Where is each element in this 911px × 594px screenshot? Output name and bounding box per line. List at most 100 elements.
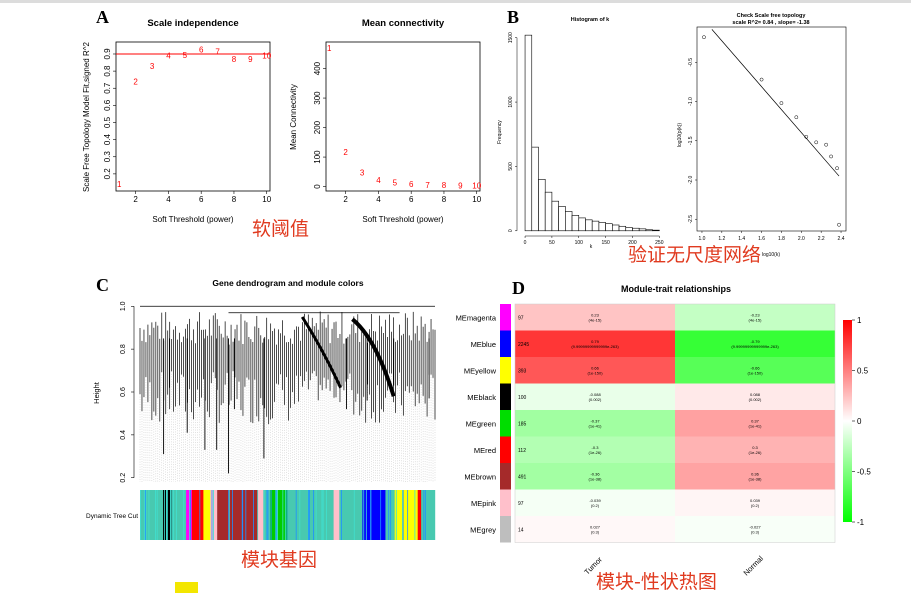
- gene-dendrogram-module-stripe: [315, 490, 317, 540]
- gene-dendrogram-module-stripe: [164, 490, 165, 540]
- mean-connectivity-xtick-label: 8: [442, 195, 447, 204]
- histogram-k-ylabel: Frequency: [497, 120, 503, 144]
- gene-dendrogram-module-stripe: [325, 490, 327, 540]
- module-trait-cell-value: -0.79: [750, 339, 760, 344]
- gene-dendrogram-module-stripe: [189, 490, 191, 540]
- module-trait-title: Module-trait relationships: [621, 284, 731, 294]
- module-trait-legend-bar: [843, 320, 852, 522]
- module-trait-module-color: [500, 463, 511, 490]
- gene-dendrogram-module-stripe: [266, 490, 268, 540]
- scale-free-topology-point: [835, 166, 839, 171]
- module-trait-cell: [515, 516, 675, 543]
- module-trait-cell-pvalue: (1e-38): [589, 476, 603, 481]
- module-trait-module-color: [500, 330, 511, 357]
- module-trait-row-label: MEblue: [471, 340, 496, 349]
- mean-connectivity-point: 3: [360, 169, 365, 178]
- scale-free-topology-point: [814, 140, 819, 145]
- module-trait-row-label: MEred: [474, 446, 496, 455]
- gene-dendrogram-module-stripe: [183, 490, 185, 540]
- module-trait-cell-value: 0.66: [591, 365, 600, 370]
- scale-free-topology-ytick-label: -2.0: [688, 175, 694, 184]
- module-trait-cell: [675, 516, 835, 543]
- module-trait-cell: [515, 463, 675, 490]
- module-trait-cell-pvalue: (9.99999999999999e-263): [571, 344, 619, 349]
- gene-dendrogram-module-stripe: [155, 490, 156, 540]
- module-trait-cell: [675, 463, 835, 490]
- gene-dendrogram-module-stripe: [402, 490, 403, 540]
- histogram-k-xtick-label: 150: [601, 240, 610, 246]
- gene-dendrogram-module-stripe: [263, 490, 265, 540]
- scale-free-topology-frame: [696, 26, 847, 232]
- gene-dendrogram-module-stripe: [140, 490, 141, 540]
- gene-dendrogram-module-stripe: [171, 490, 173, 540]
- histogram-k-bar: [544, 191, 553, 232]
- gene-dendrogram-module-stripe: [241, 490, 243, 540]
- histogram-k-bar: [645, 229, 653, 232]
- gene-dendrogram-module-stripe: [267, 490, 269, 540]
- scale-independence-xtick-label: 8: [232, 195, 237, 204]
- gene-dendrogram-module-stripe: [308, 490, 309, 540]
- module-trait-cell-pvalue: (0.3): [591, 529, 600, 534]
- scale-independence-point: 3: [150, 62, 155, 71]
- module-trait-cell-value: -0.23: [750, 312, 760, 317]
- gene-dendrogram-module-stripe: [148, 490, 150, 540]
- gene-dendrogram-module-stripe: [312, 490, 314, 540]
- scale-free-topology-title: Check Scale free topology: [737, 13, 807, 19]
- gene-dendrogram-module-stripe: [228, 490, 229, 540]
- mean-connectivity-xtick-label: 4: [376, 195, 381, 204]
- histogram-k-xtick-label: 250: [655, 240, 664, 246]
- gene-dendrogram-module-stripe: [199, 490, 201, 540]
- gene-dendrogram-module-stripe: [353, 490, 355, 540]
- module-trait-cell: [515, 357, 675, 384]
- module-trait-cell-pvalue: (0.3): [751, 529, 760, 534]
- module-trait-module-size: 112: [518, 448, 526, 454]
- module-trait-cell-pvalue: (9.99999999999999e-263): [731, 344, 779, 349]
- scale-independence-point: 8: [232, 55, 237, 64]
- histogram-k-bar: [598, 222, 606, 232]
- gene-dendrogram-title: Gene dendrogram and module colors: [212, 278, 363, 288]
- annotation-scale-free: 验证无尺度网络: [628, 244, 762, 266]
- gene-dendrogram-module-segment: [417, 490, 422, 540]
- module-trait-cell-value: 0.79: [591, 339, 600, 344]
- gene-dendrogram-module-stripe: [341, 490, 342, 540]
- module-trait-cell: [675, 357, 835, 384]
- gene-dendrogram-tree: [139, 305, 436, 482]
- scale-free-topology-point: [804, 134, 809, 139]
- module-trait-cell: [675, 410, 835, 437]
- gene-dendrogram-module-stripe: [232, 490, 233, 540]
- module-trait-module-color: [500, 410, 511, 437]
- gene-dendrogram-module-stripe: [270, 490, 272, 540]
- gene-dendrogram-module-segment: [385, 490, 395, 540]
- module-trait-cell: [675, 383, 835, 410]
- module-trait-legend-label: 0: [857, 417, 862, 426]
- module-trait-module-size: 97: [518, 315, 524, 321]
- scale-independence-ytick-label: 0.5: [103, 116, 112, 128]
- gene-dendrogram-module-stripe: [309, 490, 310, 540]
- gene-dendrogram-module-stripe: [277, 490, 278, 540]
- scale-independence-xtick-label: 4: [166, 195, 171, 204]
- module-trait-legend-label: 0.5: [857, 367, 869, 376]
- module-trait-module-color: [500, 436, 511, 463]
- gene-dendrogram-module-stripe: [370, 490, 371, 540]
- module-trait-cell-pvalue: (0.2): [751, 503, 760, 508]
- gene-dendrogram-module-stripe: [388, 490, 390, 540]
- mean-connectivity-ytick-label: 100: [313, 150, 322, 164]
- mean-connectivity-ytick-label: 200: [313, 120, 322, 134]
- scale-free-topology-xtick-label: 1.4: [738, 236, 745, 242]
- module-trait-module-color: [500, 383, 511, 410]
- histogram-k-xtick-label: 200: [628, 240, 637, 246]
- histogram-k-ytick-label: 0: [508, 229, 514, 232]
- module-trait-cell: [515, 383, 675, 410]
- gene-dendrogram-module-stripe: [211, 490, 213, 540]
- module-trait-module-size: 100: [518, 395, 527, 401]
- module-trait-cell-pvalue: (1e-41): [749, 423, 763, 428]
- module-trait-cell: [515, 489, 675, 516]
- gene-dendrogram-module-stripe: [170, 490, 172, 540]
- scale-independence-ytick-label: 0.9: [103, 48, 112, 60]
- mean-connectivity-point: 5: [393, 179, 398, 188]
- scale-independence-point: 10: [262, 52, 271, 61]
- scale-independence-ytick-label: 0.6: [103, 99, 112, 111]
- gene-dendrogram-ytick-label: 0.8: [120, 344, 127, 354]
- gene-dendrogram-dense-cluster: [351, 317, 396, 397]
- gene-dendrogram-module-segment: [394, 490, 418, 540]
